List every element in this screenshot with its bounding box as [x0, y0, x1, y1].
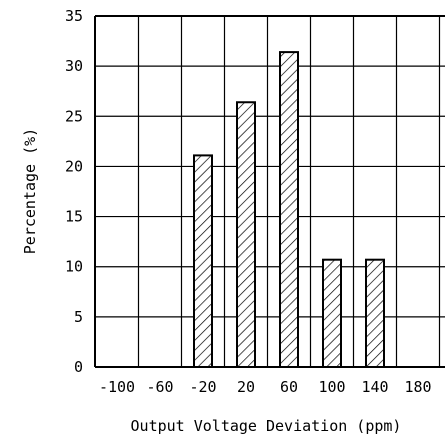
x-tick-label: 140 — [361, 378, 388, 396]
histogram-bar — [236, 101, 256, 368]
bars — [193, 51, 385, 369]
y-tick-label: 5 — [74, 308, 83, 326]
x-axis-label: Output Voltage Deviation (ppm) — [131, 417, 402, 435]
plot-frame — [94, 15, 445, 368]
y-tick-label: 25 — [65, 107, 83, 125]
x-tick-label: 100 — [318, 378, 345, 396]
histogram-bar — [322, 258, 342, 368]
y-tick-labels: 0 5 10 15 20 25 30 35 — [65, 7, 83, 376]
histogram-bar — [365, 258, 385, 368]
y-tick-label: 0 — [74, 358, 83, 376]
x-tick-label: -60 — [146, 378, 173, 396]
grid — [95, 15, 445, 368]
y-tick-label: 20 — [65, 157, 83, 175]
x-tick-labels: -100 -60 -20 20 60 100 140 180 — [99, 378, 432, 396]
x-tick-label: 180 — [404, 378, 431, 396]
x-tick-label: 60 — [280, 378, 298, 396]
x-tick-label: 20 — [237, 378, 255, 396]
histogram-bar — [279, 51, 299, 369]
y-tick-label: 10 — [65, 258, 83, 276]
y-tick-label: 35 — [65, 7, 83, 25]
x-tick-label: -100 — [99, 378, 135, 396]
y-tick-label: 30 — [65, 57, 83, 75]
histogram-bar — [193, 154, 213, 368]
y-axis-label: Percentage (%) — [21, 128, 39, 254]
y-tick-label: 15 — [65, 208, 83, 226]
x-tick-label: -20 — [189, 378, 216, 396]
